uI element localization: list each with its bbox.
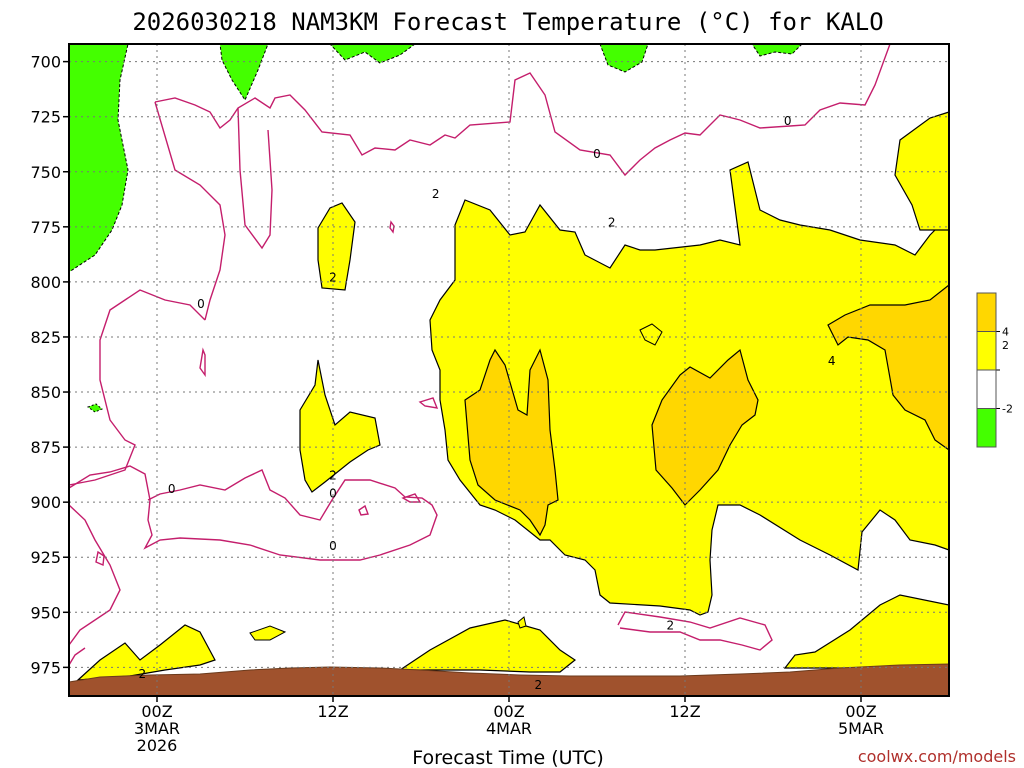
zero-contour-small-c <box>418 397 439 409</box>
contour-label: 0 <box>329 539 337 553</box>
zero-contour-small-d <box>401 493 422 503</box>
contour-label: 0 <box>593 147 601 161</box>
contour-labels: 0 0 0 0 0 0 2 2 2 2 2 2 2 4 <box>139 114 836 692</box>
y-tick-label: 700 <box>30 53 61 72</box>
y-tick-label: 850 <box>30 383 61 402</box>
x-tick-label: 00Z <box>141 702 172 721</box>
fill-above-2-speck-b <box>517 616 527 629</box>
fill-above-2-speck-a <box>249 625 287 641</box>
x-axis-label: Forecast Time (UTC) <box>412 747 603 768</box>
zero-contours <box>68 43 891 672</box>
y-tick-label: 725 <box>30 108 61 127</box>
fill-below-neg2-speck <box>86 403 103 413</box>
y-tick-label: 750 <box>30 163 61 182</box>
grid-lines <box>69 44 949 696</box>
x-tick-label: 00Z <box>493 702 524 721</box>
y-tick-label: 950 <box>30 603 61 622</box>
zero-contour-mid <box>68 465 438 561</box>
x-tick-label: 5MAR <box>838 719 884 738</box>
legend-swatch <box>976 369 997 409</box>
x-tick-label: 3MAR <box>134 719 180 738</box>
zero-contour-small-e <box>358 504 369 516</box>
y-tick-label: 875 <box>30 438 61 457</box>
fill-above-2-blob-b <box>299 359 381 493</box>
y-tick-label: 900 <box>30 493 61 512</box>
credit-label: coolwx.com/models <box>858 747 1016 766</box>
contour-label: 4 <box>828 354 836 368</box>
y-tick-label: 925 <box>30 548 61 567</box>
zero-contour-upper <box>154 43 891 177</box>
x-tick-label: 00Z <box>845 702 876 721</box>
legend-swatch <box>976 331 997 371</box>
contour-label: 0 <box>329 486 337 500</box>
zero-contour-12z-drop <box>237 107 273 250</box>
legend-label: 2 <box>1002 339 1009 352</box>
zero-contour-lower-left <box>68 504 121 646</box>
zero-contour-lower-right <box>617 611 773 651</box>
contour-label: 2 <box>667 619 675 633</box>
contour-label: 0 <box>784 114 792 128</box>
fill-above-4-a <box>464 348 559 537</box>
y-tick-label: 775 <box>30 218 61 237</box>
legend-swatch <box>976 292 997 332</box>
x-tick-label: 12Z <box>669 702 700 721</box>
fill-above-2-speck-c <box>639 323 663 346</box>
fill-above-4-c <box>827 283 950 452</box>
zero-contour-small-a <box>95 550 105 567</box>
fill-above-2-ground-center <box>398 619 577 673</box>
y-tick-label: 825 <box>30 328 61 347</box>
contour-label: 2 <box>329 270 337 284</box>
legend-swatch <box>976 408 997 448</box>
plot-area: 0 0 0 0 0 0 2 2 2 2 2 2 2 4 <box>68 43 950 697</box>
contour-label: 0 <box>168 482 176 496</box>
zero-contour-small-b <box>199 347 206 378</box>
contour-label: 2 <box>432 187 440 201</box>
chart-title: 2026030218 NAM3KM Forecast Temperature (… <box>132 8 883 36</box>
zero-contour-small-f <box>389 220 395 234</box>
contour-label: 0 <box>197 297 205 311</box>
contour-label: 2 <box>139 667 147 681</box>
zero-contour-left-loop <box>68 101 226 486</box>
legend-label: 4 <box>1002 326 1009 339</box>
y-axis: 700 725 750 775 800 825 850 875 900 925 950 975 <box>30 53 69 677</box>
contour-label: 2 <box>535 678 543 692</box>
x-tick-label: 2026 <box>137 736 178 755</box>
legend-label: -2 <box>1002 403 1013 416</box>
y-tick-label: 975 <box>30 658 61 677</box>
color-legend: 42 -2 <box>976 292 1013 448</box>
y-tick-label: 800 <box>30 273 61 292</box>
x-tick-label: 4MAR <box>486 719 532 738</box>
fill-above-2-blob-a <box>317 202 356 291</box>
contour-label: 2 <box>608 215 616 229</box>
contour-label: 2 <box>329 469 337 483</box>
fill-above-2-ground-left <box>76 624 216 681</box>
x-tick-label: 12Z <box>317 702 348 721</box>
